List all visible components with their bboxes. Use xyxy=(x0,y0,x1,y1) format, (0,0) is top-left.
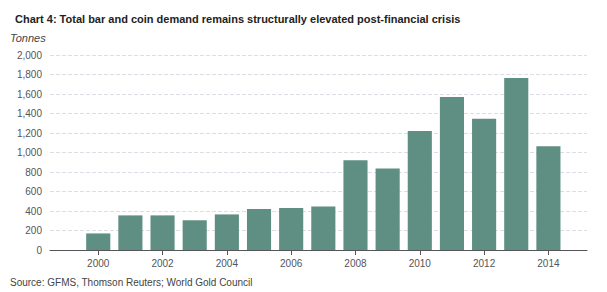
svg-text:200: 200 xyxy=(25,225,42,236)
svg-text:1,000: 1,000 xyxy=(17,147,42,158)
svg-text:2014: 2014 xyxy=(537,258,560,269)
svg-text:1,600: 1,600 xyxy=(17,89,42,100)
svg-text:600: 600 xyxy=(25,186,42,197)
svg-text:2004: 2004 xyxy=(216,258,239,269)
svg-text:2008: 2008 xyxy=(344,258,367,269)
svg-text:1,200: 1,200 xyxy=(17,128,42,139)
svg-text:2012: 2012 xyxy=(473,258,496,269)
svg-text:1,400: 1,400 xyxy=(17,108,42,119)
svg-text:Chart 4: Total bar and coin de: Chart 4: Total bar and coin demand remai… xyxy=(15,13,460,25)
svg-text:800: 800 xyxy=(25,167,42,178)
svg-text:2006: 2006 xyxy=(280,258,303,269)
svg-text:2002: 2002 xyxy=(151,258,174,269)
svg-text:0: 0 xyxy=(36,245,42,256)
svg-text:2000: 2000 xyxy=(87,258,110,269)
svg-text:2,000: 2,000 xyxy=(17,50,42,61)
svg-text:Tonnes: Tonnes xyxy=(10,32,46,44)
svg-text:Source: GFMS, Thomson Reuters;: Source: GFMS, Thomson Reuters; World Gol… xyxy=(10,277,253,288)
svg-text:400: 400 xyxy=(25,206,42,217)
svg-text:2010: 2010 xyxy=(409,258,432,269)
svg-text:1,800: 1,800 xyxy=(17,69,42,80)
